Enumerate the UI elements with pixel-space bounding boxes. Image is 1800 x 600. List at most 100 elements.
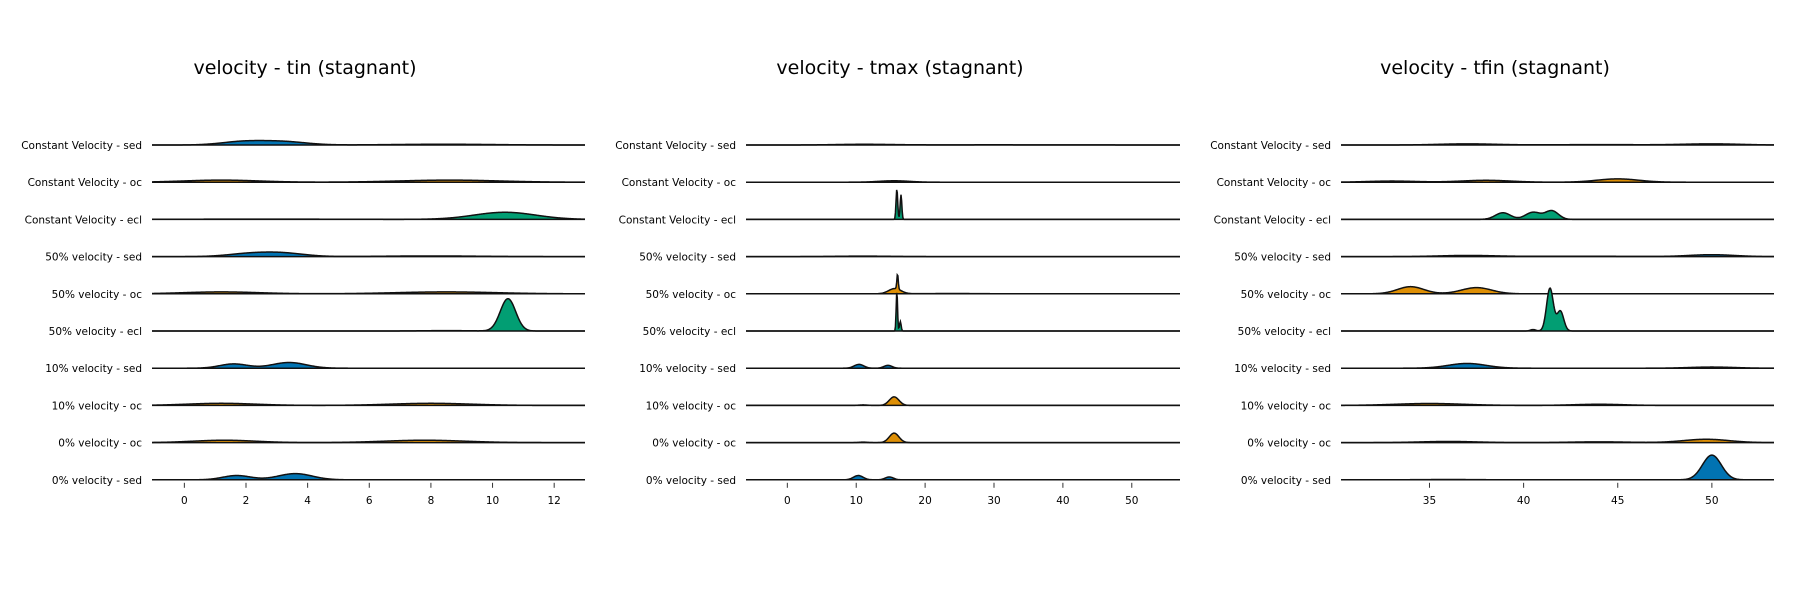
x-tick-label: 0 bbox=[784, 495, 791, 507]
ridgeline-panel-2: velocity - tmax (stagnant) Constant Veloc… bbox=[615, 57, 1180, 507]
density-area bbox=[746, 396, 1180, 406]
x-tick-label: 20 bbox=[918, 495, 931, 507]
row-label: 0% velocity - sed bbox=[646, 475, 736, 487]
density-area bbox=[1341, 210, 1774, 220]
x-tick-label: 50 bbox=[1705, 495, 1718, 507]
density-area bbox=[1341, 455, 1774, 480]
ridge-row: Constant Velocity - oc bbox=[28, 177, 585, 189]
density-area bbox=[746, 274, 1180, 294]
row-label: 0% velocity - oc bbox=[58, 438, 142, 450]
density-area bbox=[152, 212, 585, 220]
density-area bbox=[746, 189, 1180, 220]
row-label: Constant Velocity - sed bbox=[615, 140, 736, 152]
row-label: 0% velocity - oc bbox=[652, 438, 736, 450]
ridge-row: Constant Velocity - oc bbox=[1217, 177, 1774, 189]
ridge-row: Constant Velocity - sed bbox=[1210, 140, 1775, 152]
density-outline bbox=[746, 292, 1180, 332]
ridge-row: 10% velocity - sed bbox=[1234, 362, 1774, 375]
row-label: 10% velocity - oc bbox=[52, 400, 143, 412]
row-label: 10% velocity - oc bbox=[646, 400, 737, 412]
ridge-row: 0% velocity - sed bbox=[646, 474, 1180, 487]
x-tick-label: 2 bbox=[243, 495, 250, 507]
ridgeline-panel-3: velocity - tfin (stagnant) Constant Veloc… bbox=[1210, 57, 1775, 507]
row-label: 10% velocity - oc bbox=[1241, 400, 1332, 412]
row-label: 50% velocity - sed bbox=[1234, 252, 1331, 264]
ridge-row: 50% velocity - sed bbox=[639, 252, 1180, 264]
ridge-row: 50% velocity - ecl bbox=[643, 292, 1180, 338]
ridge-row: 10% velocity - oc bbox=[646, 396, 1180, 412]
row-label: 50% velocity - oc bbox=[646, 289, 737, 301]
row-label: 50% velocity - ecl bbox=[643, 326, 736, 338]
row-label: Constant Velocity - ecl bbox=[619, 214, 736, 226]
ridgeline-panel-1: velocity - tin (stagnant) Constant Veloci… bbox=[21, 57, 586, 507]
ridge-row: 10% velocity - sed bbox=[45, 361, 585, 375]
density-outline bbox=[746, 272, 1180, 295]
row-label: 50% velocity - ecl bbox=[1238, 326, 1331, 338]
density-outline bbox=[746, 189, 1180, 221]
ridge-row: 0% velocity - sed bbox=[1241, 454, 1774, 487]
row-label: Constant Velocity - oc bbox=[622, 177, 737, 189]
ridge-row: 50% velocity - oc bbox=[1241, 285, 1774, 301]
row-label: Constant Velocity - oc bbox=[1217, 177, 1332, 189]
row-label: 50% velocity - sed bbox=[45, 252, 142, 264]
ridge-row: 10% velocity - oc bbox=[1241, 400, 1774, 412]
density-area bbox=[746, 364, 1180, 369]
ridge-row: Constant Velocity - sed bbox=[21, 139, 585, 152]
density-outline bbox=[746, 396, 1180, 407]
row-label: 50% velocity - oc bbox=[52, 289, 143, 301]
row-label: 10% velocity - sed bbox=[1234, 363, 1331, 375]
row-label: 10% velocity - sed bbox=[45, 363, 142, 375]
x-tick-label: 40 bbox=[1056, 495, 1069, 507]
ridge-row: Constant Velocity - ecl bbox=[1214, 209, 1774, 226]
panel-title: velocity - tin (stagnant) bbox=[193, 57, 416, 79]
x-tick-label: 4 bbox=[304, 495, 311, 507]
ridge-row: 50% velocity - ecl bbox=[49, 297, 585, 338]
x-tick-label: 35 bbox=[1423, 495, 1436, 507]
density-area bbox=[1341, 363, 1774, 369]
density-area bbox=[746, 292, 1180, 331]
density-outline bbox=[746, 432, 1180, 444]
x-tick-label: 40 bbox=[1517, 495, 1530, 507]
ridge-row: 10% velocity - oc bbox=[52, 400, 585, 412]
ridge-row: Constant Velocity - ecl bbox=[619, 189, 1180, 226]
x-tick-label: 6 bbox=[366, 495, 373, 507]
x-tick-label: 12 bbox=[547, 495, 560, 507]
row-label: 10% velocity - sed bbox=[639, 363, 736, 375]
density-outline bbox=[152, 472, 585, 481]
ridge-row: 50% velocity - oc bbox=[646, 272, 1180, 301]
density-area bbox=[152, 140, 585, 145]
ridge-row: 50% velocity - ecl bbox=[1238, 286, 1774, 338]
row-label: 50% velocity - ecl bbox=[49, 326, 142, 338]
row-label: 0% velocity - sed bbox=[52, 475, 142, 487]
row-label: Constant Velocity - sed bbox=[21, 140, 142, 152]
ridge-row: 0% velocity - oc bbox=[1247, 438, 1774, 450]
x-tick-label: 30 bbox=[987, 495, 1000, 507]
panel-title: velocity - tmax (stagnant) bbox=[776, 57, 1023, 79]
x-tick-label: 50 bbox=[1125, 495, 1138, 507]
density-area bbox=[1341, 288, 1774, 331]
row-label: 0% velocity - sed bbox=[1241, 475, 1331, 487]
ridge-row: 0% velocity - oc bbox=[58, 438, 585, 450]
ridge-row: Constant Velocity - oc bbox=[622, 177, 1180, 189]
row-label: 50% velocity - sed bbox=[639, 252, 736, 264]
ridge-row: 50% velocity - sed bbox=[45, 251, 585, 264]
row-label: Constant Velocity - ecl bbox=[1214, 214, 1331, 226]
x-tick-label: 10 bbox=[850, 495, 863, 507]
ridge-row: 10% velocity - sed bbox=[639, 363, 1180, 375]
row-label: 0% velocity - oc bbox=[1247, 438, 1331, 450]
x-tick-label: 10 bbox=[486, 495, 499, 507]
ridge-row: 0% velocity - oc bbox=[652, 432, 1180, 450]
row-label: Constant Velocity - sed bbox=[1210, 140, 1331, 152]
density-area bbox=[746, 475, 1180, 480]
x-tick-label: 8 bbox=[428, 495, 435, 507]
x-tick-label: 0 bbox=[181, 495, 188, 507]
row-label: 50% velocity - oc bbox=[1241, 289, 1332, 301]
panel-title: velocity - tfin (stagnant) bbox=[1380, 57, 1610, 79]
density-area bbox=[152, 252, 585, 257]
ridge-row: Constant Velocity - sed bbox=[615, 140, 1180, 152]
row-label: Constant Velocity - ecl bbox=[25, 214, 142, 226]
ridge-row: 0% velocity - sed bbox=[52, 472, 585, 487]
density-area bbox=[152, 298, 585, 331]
density-area bbox=[152, 362, 585, 369]
